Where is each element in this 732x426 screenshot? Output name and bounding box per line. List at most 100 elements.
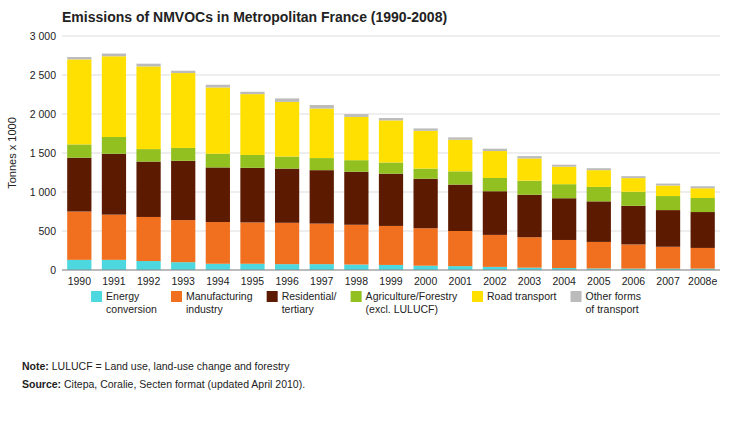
bar-segment — [483, 151, 507, 178]
bar-segment — [136, 64, 160, 67]
legend-item: Residential/tertiary — [267, 290, 337, 315]
bar-segment — [448, 185, 472, 231]
legend-swatch — [171, 291, 182, 302]
bar-segment — [344, 225, 368, 265]
x-tick-label: 1990 — [68, 275, 92, 287]
bar-segment — [587, 201, 611, 242]
bar-segment — [206, 167, 230, 222]
bar-segment — [448, 231, 472, 266]
bar-segment — [67, 59, 91, 144]
bar-segment — [102, 54, 126, 57]
bar-segment — [344, 172, 368, 225]
legend-swatch — [472, 291, 483, 302]
bar-segment — [552, 167, 576, 185]
bar-segment — [656, 186, 680, 197]
legend-swatch — [267, 291, 278, 302]
bar-segment — [414, 266, 438, 270]
y-tick-label: 1 500 — [30, 147, 56, 159]
legend: EnergyconversionManufacturingindustryRes… — [91, 290, 641, 315]
x-tick-label: 1996 — [275, 275, 299, 287]
bar-segment — [310, 170, 334, 223]
x-tick-label: 1993 — [172, 275, 196, 287]
bar-segment — [344, 117, 368, 160]
legend-swatch — [351, 291, 362, 302]
x-tick-label: 2005 — [587, 275, 611, 287]
legend-item: Other formsof transport — [571, 290, 641, 315]
bar-segment — [136, 217, 160, 261]
legend-label-line: tertiary — [282, 303, 315, 315]
bar-segment — [67, 144, 91, 157]
legend-label: Road transport — [487, 290, 557, 302]
series — [67, 154, 715, 248]
annotation: Note: LULUCF = Land use, land-use change… — [22, 360, 290, 372]
grid-line — [62, 36, 720, 37]
bar-segment — [240, 92, 264, 94]
y-tick-label: 2 000 — [30, 108, 56, 120]
bar-segment — [517, 156, 541, 158]
annotation-prefix: Note: — [22, 360, 49, 372]
bar-segment — [275, 169, 299, 223]
bar-segment — [379, 163, 403, 174]
bar-segment — [552, 240, 576, 268]
bar-segment — [483, 235, 507, 267]
annotation-text: Citepa, Coralie, Secten format (updated … — [61, 378, 305, 390]
bar-segment — [414, 128, 438, 130]
bar-segment — [448, 266, 472, 270]
x-tick-label: 1998 — [345, 275, 369, 287]
bar-segment — [275, 98, 299, 102]
bar-segment — [621, 244, 645, 268]
bar-segment — [344, 265, 368, 270]
bar-segment — [483, 149, 507, 151]
bar-segment — [310, 224, 334, 265]
legend-item: Agriculture/Forestry(excl. LULUCF) — [351, 290, 458, 315]
bar-segment — [240, 155, 264, 168]
legend-label-line: industry — [186, 303, 224, 315]
series — [67, 56, 715, 198]
x-tick-label: 1999 — [379, 275, 403, 287]
legend-label: Other formsof transport — [586, 290, 641, 315]
bar-segment — [67, 158, 91, 212]
legend-label-line: Agriculture/Forestry — [366, 290, 458, 302]
bar-segment — [275, 264, 299, 270]
legend-label-line: of transport — [586, 303, 639, 315]
x-tick-label: 2002 — [483, 275, 507, 287]
bar-segment — [656, 184, 680, 186]
bar-segment — [621, 178, 645, 192]
bar-segment — [171, 262, 195, 270]
bar-segment — [379, 226, 403, 265]
legend-label-line: Road transport — [487, 290, 557, 302]
legend-label: Manufacturingindustry — [186, 290, 253, 315]
series — [67, 54, 715, 189]
y-axis-label: Tonnes x 1000 — [6, 117, 18, 189]
bar-segment — [517, 181, 541, 195]
bar-segment — [483, 191, 507, 235]
bar-segment — [275, 223, 299, 264]
grid — [62, 36, 720, 270]
bar-segment — [102, 137, 126, 154]
bar-segment — [656, 196, 680, 210]
bar-segment — [448, 137, 472, 139]
bar-segment — [379, 118, 403, 120]
bar-segment — [691, 248, 715, 269]
bar-segment — [171, 161, 195, 220]
annotation: Source: Citepa, Coralie, Secten format (… — [22, 378, 305, 390]
y-tick-label: 2 500 — [30, 69, 56, 81]
bar-segment — [67, 260, 91, 270]
y-tick-label: 0 — [50, 264, 56, 276]
bar-segment — [552, 165, 576, 167]
bar-segment — [136, 149, 160, 161]
legend-label: Residential/tertiary — [282, 290, 337, 315]
bar-segment — [691, 188, 715, 198]
bar-segment — [171, 220, 195, 262]
x-tick-label: 2004 — [552, 275, 576, 287]
bar-segment — [691, 212, 715, 248]
bar-segment — [67, 57, 91, 59]
bar-segment — [240, 168, 264, 223]
bar-segment — [136, 261, 160, 270]
bar-segment — [448, 171, 472, 184]
bars — [67, 54, 715, 270]
bar-segment — [102, 215, 126, 260]
legend-item: Manufacturingindustry — [171, 290, 253, 315]
y-tick-label: 3 000 — [30, 30, 56, 42]
legend-label-line: conversion — [106, 303, 157, 315]
